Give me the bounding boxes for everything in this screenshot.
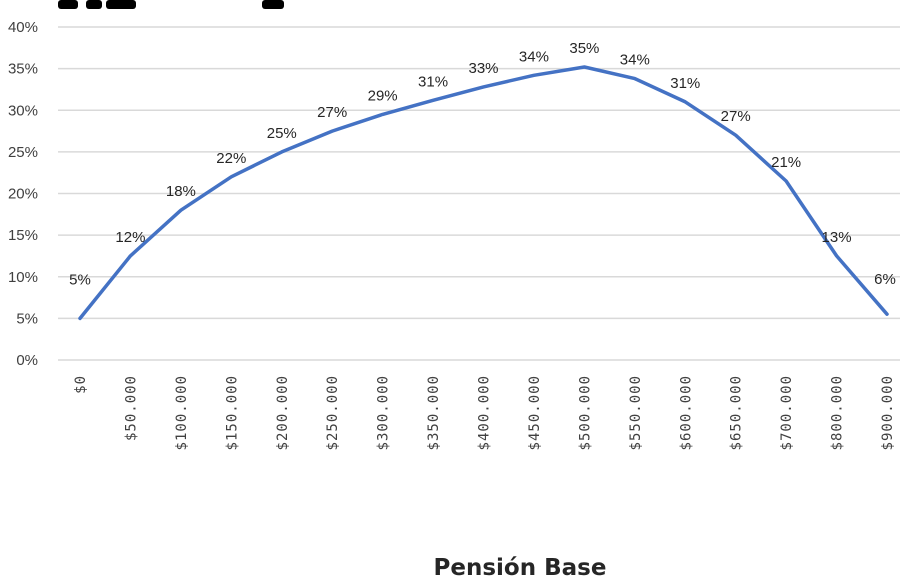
y-axis-ticks: 0% 5% 10% 15% 20% 25% 30% 35% 40% [8, 19, 38, 369]
chart-title-cropped [58, 0, 284, 9]
x-tick-label: $150.000 [224, 375, 240, 450]
x-tick-label: $550.000 [628, 375, 644, 450]
x-tick-label: $700.000 [779, 375, 795, 450]
y-tick-label: 10% [8, 269, 38, 286]
data-label: 13% [822, 229, 852, 246]
y-tick-label: 5% [16, 310, 38, 327]
data-label: 27% [721, 108, 751, 125]
title-fragment-4 [262, 0, 284, 9]
x-tick-label: $250.000 [325, 375, 341, 450]
data-label: 25% [267, 125, 297, 142]
data-label: 21% [771, 154, 801, 171]
title-fragment-2 [86, 0, 102, 9]
gridlines [58, 26, 900, 361]
data-label: 31% [418, 73, 448, 90]
x-tick-label: $400.000 [477, 375, 493, 450]
y-tick-label: 0% [16, 352, 38, 369]
y-tick-label: 15% [8, 227, 38, 244]
x-tick-label: $350.000 [426, 375, 442, 450]
data-label: 31% [670, 75, 700, 92]
data-label: 18% [166, 183, 196, 200]
x-tick-label: $50.000 [123, 375, 139, 441]
data-label: 34% [620, 52, 650, 69]
x-tick-label: $450.000 [527, 375, 543, 450]
x-tick-label: $800.000 [830, 375, 846, 450]
x-tick-label: $600.000 [678, 375, 694, 450]
x-tick-label: $650.000 [729, 375, 745, 450]
y-tick-label: 20% [8, 186, 38, 203]
data-label: 35% [569, 40, 599, 57]
data-label: 5% [69, 271, 91, 288]
y-tick-label: 25% [8, 144, 38, 161]
data-label: 29% [368, 87, 398, 104]
data-label: 33% [468, 60, 498, 77]
data-label: 27% [317, 104, 347, 121]
data-label: 6% [874, 271, 896, 288]
y-tick-label: 40% [8, 19, 38, 36]
data-label: 12% [115, 229, 145, 246]
x-tick-label: $300.000 [376, 375, 392, 450]
x-axis-title: Pensión Base [434, 555, 607, 581]
x-tick-label: $0 [73, 375, 89, 394]
series-line [78, 65, 889, 321]
y-tick-label: 35% [8, 61, 38, 78]
data-label: 34% [519, 48, 549, 65]
title-fragment-1 [58, 0, 78, 9]
x-tick-label: $500.000 [577, 375, 593, 450]
series-group [78, 65, 889, 321]
x-tick-label: $900.000 [880, 375, 896, 450]
x-tick-label: $200.000 [275, 375, 291, 450]
data-labels: 5% 12% 18% 22% 25% 27% 29% 31% 33% 34% 35% 34% 31% 27… [69, 40, 896, 288]
x-tick-label: $100.000 [174, 375, 190, 450]
y-tick-label: 30% [8, 102, 38, 119]
title-fragment-3 [106, 0, 136, 9]
data-label: 22% [216, 150, 246, 167]
x-axis-ticks: $0 $50.000 $100.000 $150.000 $200.000 $250.00… [73, 375, 896, 450]
